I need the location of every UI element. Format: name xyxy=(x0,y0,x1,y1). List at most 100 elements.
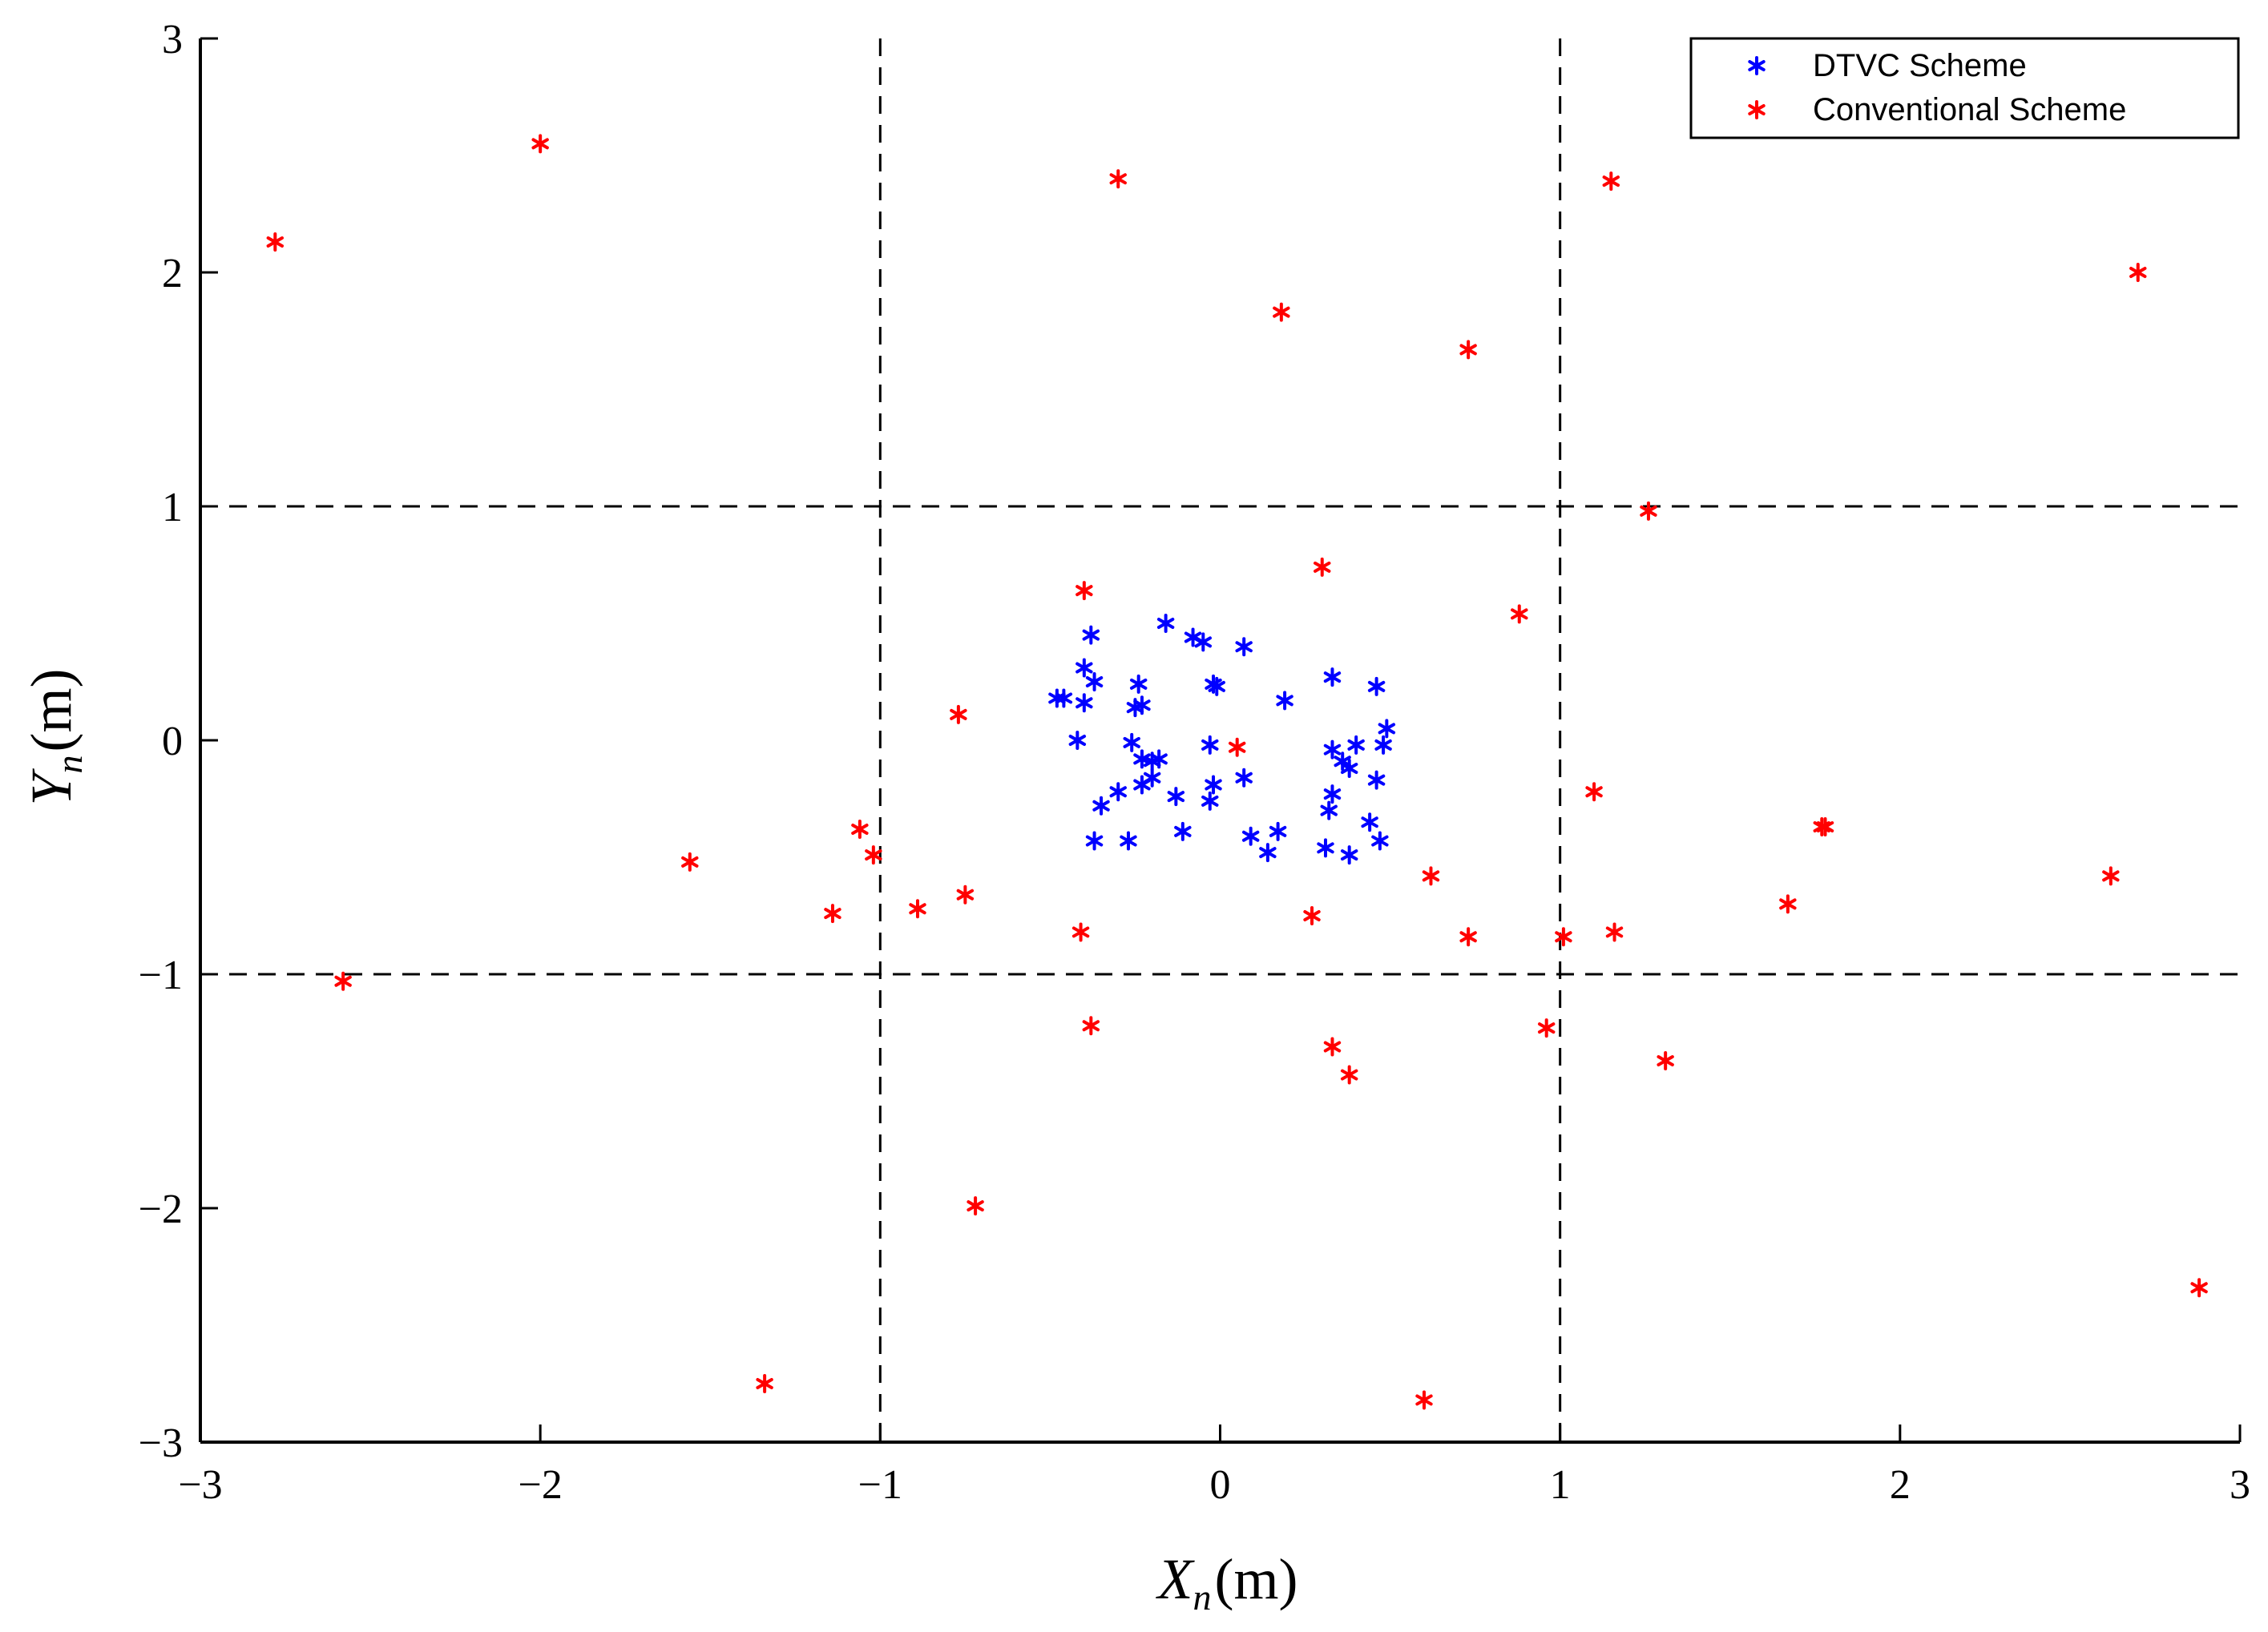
y-tick-label: 0 xyxy=(162,719,183,764)
data-point xyxy=(1150,749,1168,769)
data-point xyxy=(1201,735,1219,755)
data-point xyxy=(1555,927,1572,947)
data-point xyxy=(1371,831,1389,851)
legend-marker-point xyxy=(1748,100,1766,119)
data-point xyxy=(950,704,967,724)
data-point xyxy=(1779,894,1797,914)
data-point xyxy=(1071,922,1090,942)
legend: DTVC Scheme Conventional Scheme xyxy=(1689,37,2240,139)
svg-text:Yn(m): Yn (m) xyxy=(19,668,90,805)
x-tick-label: 0 xyxy=(1210,1462,1231,1508)
legend-entry-dtvc: DTVC Scheme xyxy=(1748,48,2027,83)
data-point xyxy=(1276,691,1293,711)
data-point xyxy=(1085,831,1104,851)
reference-lines xyxy=(200,38,2240,1442)
data-point xyxy=(1340,1065,1358,1085)
data-point xyxy=(1537,1018,1556,1038)
data-point xyxy=(1235,768,1253,788)
data-point xyxy=(1208,676,1225,696)
x-axis-label-sub: n xyxy=(1193,1577,1212,1618)
data-point xyxy=(1323,739,1342,760)
data-point xyxy=(909,899,926,919)
x-tick-label: −2 xyxy=(519,1462,563,1508)
legend-box xyxy=(1689,37,2240,139)
data-point xyxy=(1459,927,1477,947)
data-point xyxy=(681,852,699,872)
data-point xyxy=(334,971,352,991)
x-tick-label: −3 xyxy=(178,1462,222,1508)
x-tick-label: −1 xyxy=(858,1462,902,1508)
legend-label-conventional: Conventional Scheme xyxy=(1813,92,2126,127)
data-point xyxy=(1201,791,1219,811)
data-point xyxy=(1259,843,1277,863)
data-point xyxy=(1273,302,1290,322)
data-point xyxy=(1511,604,1528,624)
series-conventional xyxy=(266,134,2208,1410)
y-tick-label: 3 xyxy=(162,17,183,62)
data-point xyxy=(1109,782,1127,802)
data-point xyxy=(1374,735,1392,755)
data-point xyxy=(1092,796,1110,816)
y-tick-label: −2 xyxy=(139,1187,183,1232)
data-point xyxy=(865,845,882,865)
data-point xyxy=(1415,1390,1433,1410)
legend-marker-point xyxy=(1748,56,1766,75)
y-tick-label: 1 xyxy=(162,485,183,530)
data-point xyxy=(1075,581,1093,601)
svg-text:Xn(m): Xn(m) xyxy=(1156,1547,1298,1618)
data-point xyxy=(956,885,975,905)
data-point xyxy=(1133,775,1151,795)
data-point xyxy=(851,819,869,839)
y-tick-label: −3 xyxy=(139,1420,183,1466)
data-point xyxy=(1120,831,1137,851)
data-point xyxy=(1085,672,1104,691)
data-point xyxy=(1361,812,1378,832)
data-point xyxy=(1269,821,1287,841)
data-point xyxy=(1602,171,1620,191)
data-point xyxy=(1320,800,1338,820)
data-point xyxy=(2190,1278,2208,1298)
data-point xyxy=(1347,735,1365,755)
data-point xyxy=(756,1374,773,1393)
data-point xyxy=(1109,169,1127,189)
data-point xyxy=(1229,737,1246,757)
data-point xyxy=(1605,922,1624,942)
x-tick-label: 1 xyxy=(1550,1462,1571,1508)
legend-marker-conventional xyxy=(1748,100,1766,119)
x-tick-label: 3 xyxy=(2230,1462,2250,1508)
data-point xyxy=(1459,340,1477,360)
data-point xyxy=(1235,637,1253,657)
data-point xyxy=(1323,667,1342,687)
data-point xyxy=(531,134,549,154)
x-axis-label-main: X xyxy=(1156,1547,1196,1611)
data-point xyxy=(1123,732,1140,752)
data-point xyxy=(1657,1051,1674,1071)
data-point xyxy=(824,904,841,924)
data-point xyxy=(1075,658,1093,678)
legend-label-dtvc: DTVC Scheme xyxy=(1813,48,2027,83)
data-point xyxy=(1241,826,1260,846)
data-point xyxy=(1334,752,1351,772)
data-point xyxy=(967,1196,984,1216)
data-point xyxy=(1174,821,1192,841)
y-axis-label-main: Y xyxy=(19,768,83,806)
y-tick-label: 2 xyxy=(162,251,183,296)
y-tick-label: −1 xyxy=(139,953,183,998)
data-point xyxy=(1048,688,1066,708)
data-point xyxy=(2129,263,2147,282)
data-point xyxy=(1194,632,1212,652)
data-point xyxy=(1813,817,1830,837)
data-point xyxy=(1317,838,1334,858)
data-point xyxy=(1367,770,1386,790)
data-point xyxy=(1133,695,1151,715)
x-axis-label-unit: (m) xyxy=(1215,1547,1298,1611)
data-point xyxy=(1585,782,1603,802)
data-point xyxy=(1075,693,1093,713)
data-markers xyxy=(266,134,2208,1410)
data-point xyxy=(1167,787,1185,807)
y-axis-label: Yn (m) xyxy=(19,668,90,805)
data-point xyxy=(1323,1037,1342,1057)
data-point xyxy=(1156,614,1175,633)
